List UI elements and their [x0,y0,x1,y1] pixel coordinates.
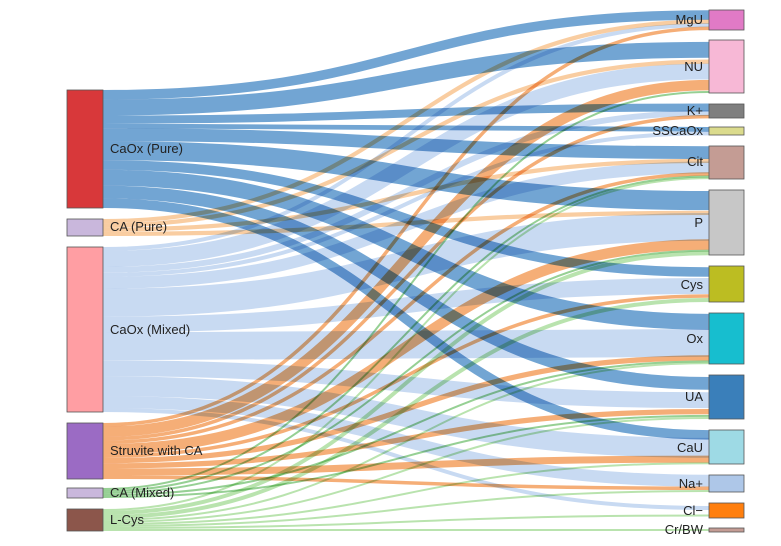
node-mgu [708,9,745,31]
node-kplus [708,103,745,119]
node-cau [708,429,745,465]
node-label-crbw: Cr/BW [665,522,704,537]
link-ca_mixed-p [102,249,710,494]
link-ca_pure-mgu [102,19,710,224]
link-caox_pure-mgu [102,10,710,100]
link-ca_mixed-nu [102,91,710,490]
node-label-caox_pure: CaOx (Pure) [110,141,183,156]
link-caox_pure-p [102,141,710,211]
node-label-kplus: K+ [687,103,703,118]
link-lcys-ox [102,362,710,521]
node-naplus [708,474,745,493]
node-ca_mixed [66,487,104,499]
node-label-p: P [694,215,703,230]
link-ca_mixed-ox [102,360,710,496]
link-caox_mixed-cys [102,278,710,333]
link-struvite_ca-nu [102,79,710,437]
link-struvite_ca-cit [102,172,710,444]
link-caox_mixed-nu [102,63,710,267]
labels-layer: CaOx (Pure) CA (Pure) CaOx (Mixed) Struvite… [110,12,704,537]
node-label-struvite_ca: Struvite with CA [110,443,203,458]
node-label-ca_mixed: CA (Mixed) [110,485,174,500]
link-caox_pure-sscaox [102,123,710,132]
nodes-layer [66,9,745,533]
node-ox [708,312,745,365]
link-struvite_ca-ua [102,409,710,469]
node-label-sscaox: SSCaOx [652,123,703,138]
link-struvite_ca-naplus [102,475,710,490]
node-sscaox [708,126,745,136]
node-clminus [708,502,745,519]
node-p [708,189,745,256]
node-nu [708,39,745,94]
node-cys [708,265,745,303]
node-crbw [708,527,745,533]
links-layer [102,10,710,532]
node-struvite_ca [66,422,104,480]
node-label-cit: Cit [687,154,703,169]
node-caox_mixed [66,246,104,413]
link-caox_mixed-kplus [102,110,710,273]
node-ca_pure [66,218,104,237]
node-label-lcys: L-Cys [110,512,144,527]
link-struvite_ca-cys [102,294,710,458]
link-struvite_ca-kplus [102,114,710,441]
link-caox_mixed-sscaox [102,131,710,277]
node-lcys [66,508,104,532]
link-lcys-naplus [102,490,710,527]
node-label-clminus: Cl− [683,503,703,518]
node-label-ua: UA [685,389,703,404]
link-struvite_ca-cau [102,455,710,476]
link-caox_pure-nu [102,41,710,116]
link-lcys-clminus [102,514,710,529]
link-ca_pure-cit [102,158,710,232]
node-caox_pure [66,89,104,209]
node-cit [708,145,745,180]
node-label-caox_mixed: CaOx (Mixed) [110,322,190,337]
link-caox_mixed-mgu [102,23,710,251]
link-struvite_ca-mgu [102,26,710,427]
link-lcys-ua [102,416,710,523]
link-caox_mixed-cau [102,376,710,458]
node-ua [708,374,745,420]
node-label-cau: CaU [677,440,703,455]
link-struvite_ca-p [102,239,710,455]
node-label-naplus: Na+ [679,476,703,491]
node-label-cys: Cys [681,277,704,292]
link-ca_pure-nu [102,59,710,228]
link-lcys-cys [102,298,710,519]
link-lcys-p [102,251,710,515]
node-label-ca_pure: CA (Pure) [110,219,167,234]
link-lcys-cau [102,462,710,525]
node-label-nu: NU [684,59,703,74]
node-label-mgu: MgU [676,12,703,27]
node-label-ox: Ox [686,331,703,346]
link-lcys-cit [102,177,710,511]
link-ca_mixed-cit [102,175,710,492]
